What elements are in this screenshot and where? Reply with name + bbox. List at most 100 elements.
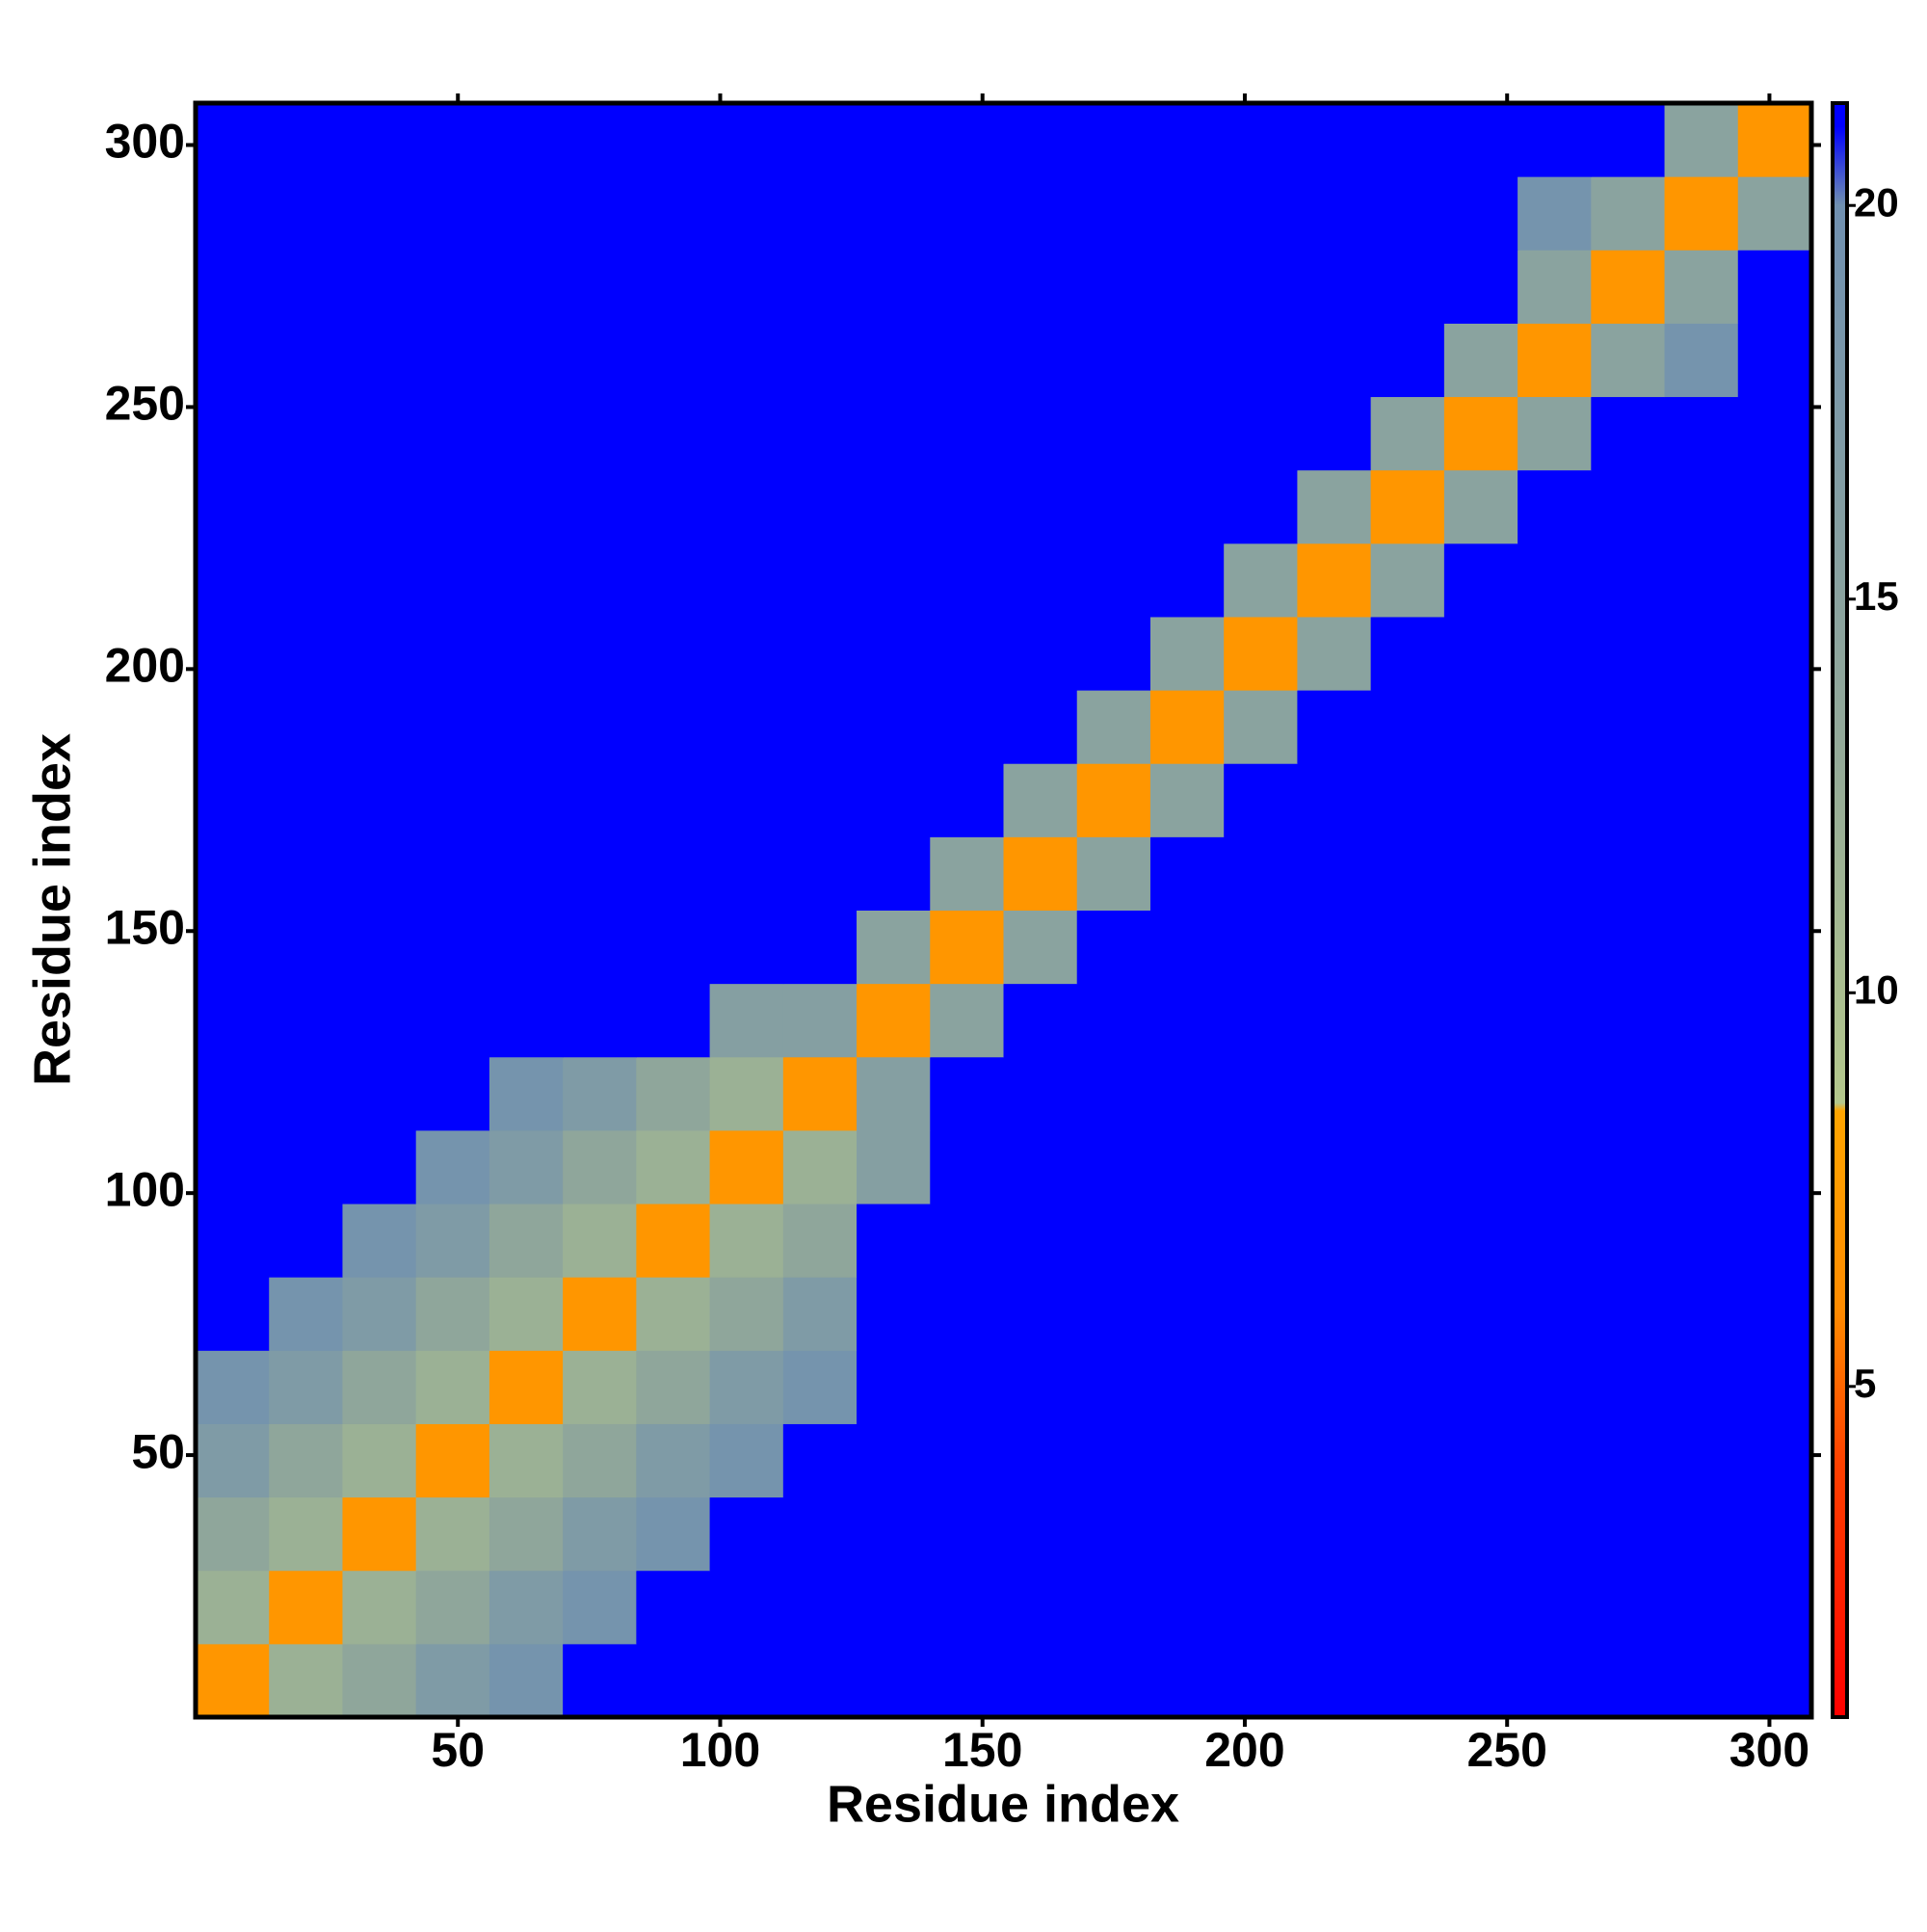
- heatmap-cell: [1518, 323, 1592, 398]
- heatmap-cell: [1003, 250, 1078, 324]
- heatmap-cell: [563, 250, 637, 324]
- heatmap-cell: [1370, 1056, 1445, 1131]
- heatmap-cell: [269, 763, 343, 837]
- heatmap-cell: [930, 103, 1004, 177]
- heatmap-cell: [563, 836, 637, 911]
- heatmap-cell: [1518, 1423, 1592, 1498]
- x-tick-label: 50: [431, 1723, 485, 1777]
- heatmap-cell: [196, 1350, 270, 1424]
- heatmap-cell: [563, 1570, 637, 1645]
- heatmap-cell: [1297, 250, 1372, 324]
- heatmap-cell: [1076, 396, 1151, 471]
- heatmap-cell: [1518, 1496, 1592, 1572]
- colorbar-tick-label: 5: [1854, 1361, 1876, 1406]
- heatmap-cell: [857, 1056, 931, 1131]
- heatmap-cell: [342, 543, 417, 618]
- heatmap-cell: [1664, 1350, 1739, 1424]
- heatmap-cell: [488, 1204, 564, 1278]
- heatmap-cell: [1224, 250, 1298, 324]
- colorbar-tick-label: 10: [1854, 966, 1899, 1012]
- heatmap-cell: [563, 323, 637, 398]
- heatmap-cell: [1149, 323, 1225, 398]
- heatmap-cell: [857, 1496, 931, 1572]
- heatmap-cell: [342, 763, 417, 837]
- heatmap-cell: [1737, 543, 1811, 618]
- heatmap-cell: [636, 396, 711, 471]
- heatmap-cell: [196, 690, 270, 764]
- heatmap-cell: [1076, 763, 1151, 837]
- heatmap-cell: [196, 836, 270, 911]
- heatmap-cell: [1297, 616, 1372, 691]
- heatmap-cell: [1591, 1277, 1666, 1351]
- heatmap-cell: [415, 1129, 490, 1204]
- heatmap-cell: [1591, 1643, 1666, 1717]
- heatmap-cell: [269, 396, 343, 471]
- heatmap-cell: [1297, 690, 1372, 764]
- heatmap-cell: [488, 1496, 564, 1572]
- heatmap-cell: [563, 1129, 637, 1204]
- heatmap-cell: [488, 616, 564, 691]
- heatmap-cell: [563, 983, 637, 1058]
- heatmap-cell: [1591, 983, 1666, 1058]
- heatmap-cell: [1443, 103, 1518, 177]
- heatmap-cell: [1370, 690, 1445, 764]
- heatmap-cell: [1149, 1056, 1225, 1131]
- heatmap-cell: [930, 690, 1004, 764]
- heatmap-cell: [415, 396, 490, 471]
- heatmap-cell: [1664, 543, 1739, 618]
- heatmap-cell: [342, 176, 417, 251]
- heatmap-cell: [269, 836, 343, 911]
- heatmap-cell: [1737, 690, 1811, 764]
- heatmap-cell: [709, 1496, 784, 1572]
- y-axis-title: Residue index: [23, 733, 81, 1086]
- heatmap-cell: [1003, 1570, 1078, 1645]
- y-tick-label: 200: [105, 639, 185, 693]
- heatmap-cell: [636, 1277, 711, 1351]
- heatmap-cell: [1297, 1129, 1372, 1204]
- heatmap-cell: [1443, 1277, 1518, 1351]
- heatmap-cell: [488, 396, 564, 471]
- heatmap-cell: [1591, 1496, 1666, 1572]
- heatmap-cell: [196, 1129, 270, 1204]
- heatmap-cell: [1518, 469, 1592, 544]
- heatmap-cell: [342, 836, 417, 911]
- heatmap-cell: [782, 543, 858, 618]
- heatmap-cell: [1370, 396, 1445, 471]
- heatmap-cell: [415, 763, 490, 837]
- heatmap-cell: [782, 1570, 858, 1645]
- heatmap-cell: [1149, 1277, 1225, 1351]
- heatmap-cell: [709, 1423, 784, 1498]
- heatmap-cell: [269, 1129, 343, 1204]
- heatmap-cell: [415, 1277, 490, 1351]
- heatmap-cell: [1370, 1277, 1445, 1351]
- heatmap-cell: [1664, 910, 1739, 985]
- heatmap-cell: [1003, 1496, 1078, 1572]
- heatmap-cell: [342, 396, 417, 471]
- heatmap-cell: [1076, 1056, 1151, 1131]
- heatmap-cell: [1224, 763, 1298, 837]
- heatmap-cell: [709, 176, 784, 251]
- heatmap-cell: [1297, 983, 1372, 1058]
- y-tick-label: 250: [105, 377, 185, 431]
- heatmap-cell: [1370, 616, 1445, 691]
- heatmap-cell: [1003, 323, 1078, 398]
- y-tick-label: 50: [131, 1424, 185, 1478]
- heatmap-cell: [1370, 910, 1445, 985]
- heatmap-cell: [636, 763, 711, 837]
- heatmap-cell: [1591, 763, 1666, 837]
- heatmap-cell: [1003, 1643, 1078, 1717]
- colorbar-tick-label: 20: [1854, 179, 1899, 225]
- heatmap-cell: [1664, 1129, 1739, 1204]
- heatmap-cell: [1076, 1277, 1151, 1351]
- heatmap-cell: [1518, 690, 1592, 764]
- heatmap-cell: [636, 910, 711, 985]
- x-tick-label: 300: [1729, 1723, 1809, 1777]
- heatmap-cell: [930, 543, 1004, 618]
- heatmap-cell: [1518, 836, 1592, 911]
- heatmap-cell: [1003, 1056, 1078, 1131]
- heatmap-cell: [1297, 910, 1372, 985]
- heatmap-cell: [930, 616, 1004, 691]
- heatmap-cell: [709, 103, 784, 177]
- heatmap-cell: [1003, 836, 1078, 911]
- heatmap-cell: [1591, 396, 1666, 471]
